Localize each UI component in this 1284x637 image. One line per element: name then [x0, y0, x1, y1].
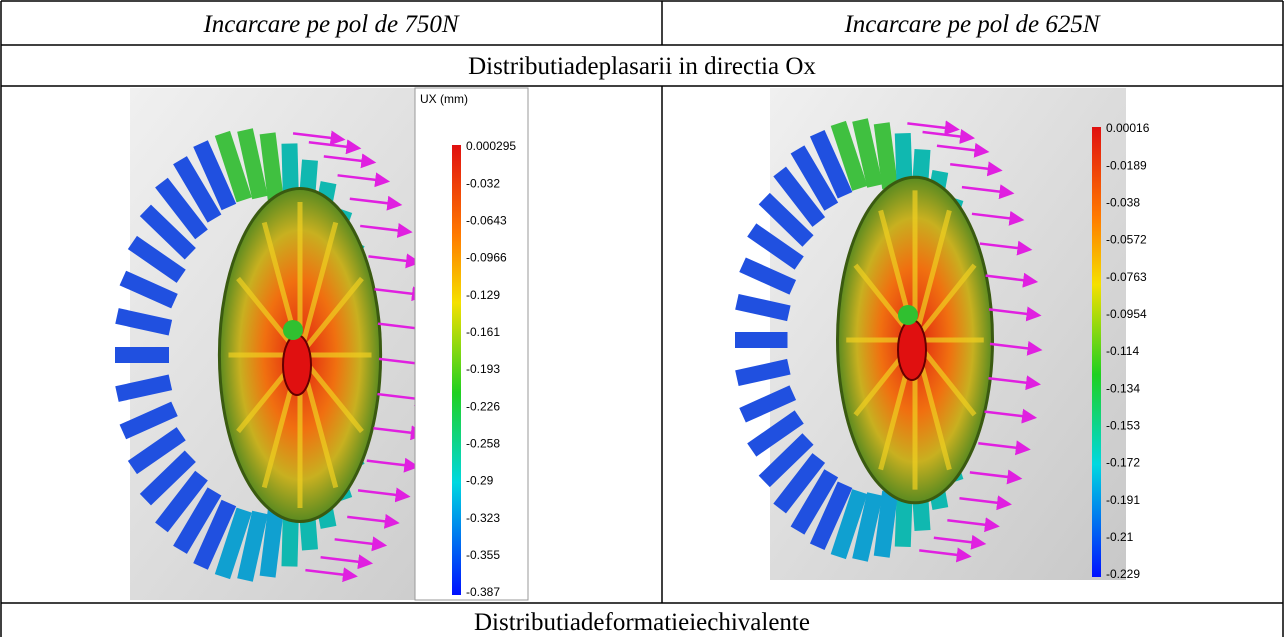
fin	[737, 302, 789, 313]
legend-label: -0.032	[466, 176, 500, 190]
color-bar	[452, 145, 461, 595]
legend-label: -0.161	[466, 325, 500, 339]
fin	[737, 367, 789, 378]
section-title: Distributiadeformatieiechivalente	[474, 609, 810, 636]
page: Incarcare pe pol de 750N Incarcare pe po…	[0, 0, 1284, 637]
legend-label: -0.0966	[466, 251, 507, 265]
legend-label: -0.0189	[1106, 158, 1147, 172]
legend-label: -0.0572	[1106, 233, 1147, 247]
simulation-image: 0.00016 -0.0189 -0.038 -0.0572 -0.0763 -0.095…	[735, 88, 1150, 581]
hub	[283, 335, 311, 395]
fin	[268, 133, 276, 199]
legend-label: -0.21	[1106, 530, 1134, 544]
legend-label: 0.00016	[1106, 121, 1150, 135]
legend-label: -0.129	[466, 288, 500, 302]
color-bar	[1092, 127, 1101, 577]
simulation-image: UX (mm) 0.000295 -0.032 -0.0643 -0.0966 -0.12…	[115, 88, 528, 600]
fin	[268, 510, 276, 576]
legend-label: -0.193	[466, 362, 500, 376]
legend-label: -0.323	[466, 511, 500, 525]
legend-label: -0.153	[1106, 419, 1140, 433]
legend-label: 0.000295	[466, 139, 516, 153]
legend-label: -0.0643	[466, 214, 507, 228]
legend-label: -0.29	[466, 474, 494, 488]
legend-title: UX (mm)	[420, 92, 468, 106]
section-title: Distributiadeplasarii in directia Ox	[468, 53, 816, 80]
legend-label: -0.0954	[1106, 307, 1147, 321]
legend-label: -0.038	[1106, 196, 1140, 210]
legend-label: -0.0763	[1106, 270, 1147, 284]
legend-label: -0.226	[466, 399, 500, 413]
hub	[898, 320, 926, 380]
column-header: Incarcare pe pol de 750N	[202, 11, 459, 38]
column-header: Incarcare pe pol de 625N	[843, 11, 1100, 38]
fin	[882, 123, 890, 188]
legend-label: -0.114	[1106, 344, 1139, 358]
legend-label: -0.258	[466, 437, 500, 451]
legend-label: -0.387	[466, 585, 500, 599]
hub-constraint	[898, 305, 918, 325]
legend-label: -0.355	[466, 548, 500, 562]
legend-label: -0.229	[1106, 567, 1140, 581]
legend-label: -0.191	[1106, 493, 1140, 507]
legend-label: -0.172	[1106, 456, 1140, 470]
fin	[882, 492, 890, 557]
legend-label: -0.134	[1106, 381, 1140, 395]
hub-constraint	[283, 320, 303, 340]
